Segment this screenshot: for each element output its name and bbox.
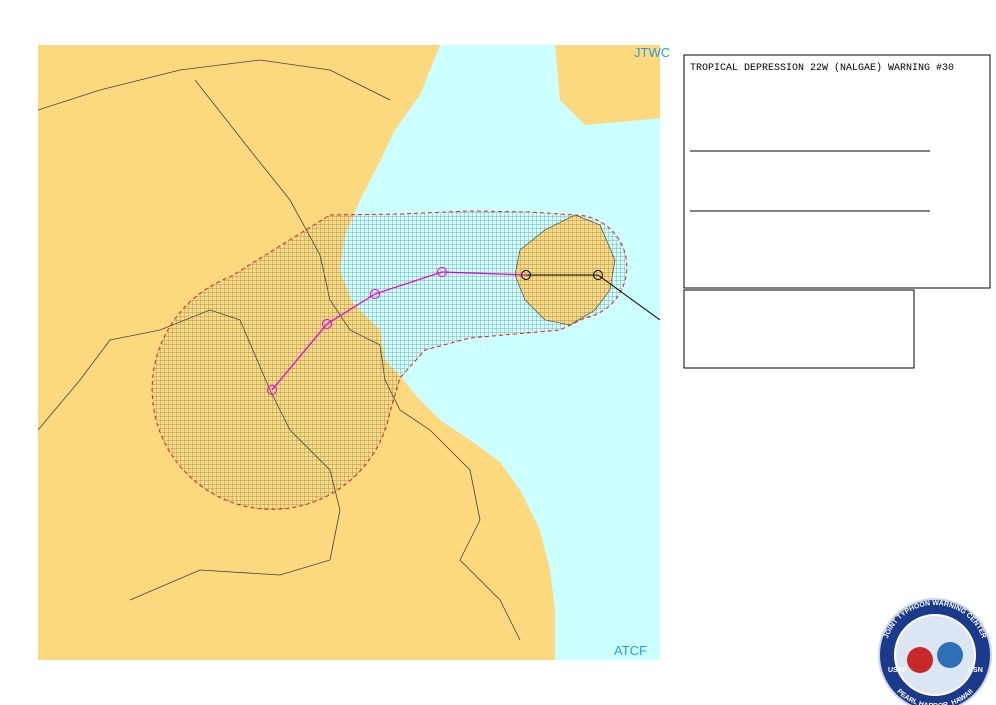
separators	[690, 150, 930, 212]
corner-label: ATCF	[614, 643, 647, 658]
wind-radius	[151, 210, 628, 510]
warning-box	[683, 54, 991, 289]
track	[267, 267, 660, 395]
legend-box	[683, 289, 915, 369]
logo-text: USAF	[888, 667, 908, 674]
logo: JOINT TYPHOON WARNING CENTER PEARL HARBO…	[878, 598, 992, 705]
map	[38, 45, 660, 660]
logo-text: USN	[968, 667, 983, 674]
warning-title: TROPICAL DEPRESSION 22W (NALGAE) WARNING…	[690, 62, 954, 74]
corner-label: JTWC	[634, 45, 670, 60]
